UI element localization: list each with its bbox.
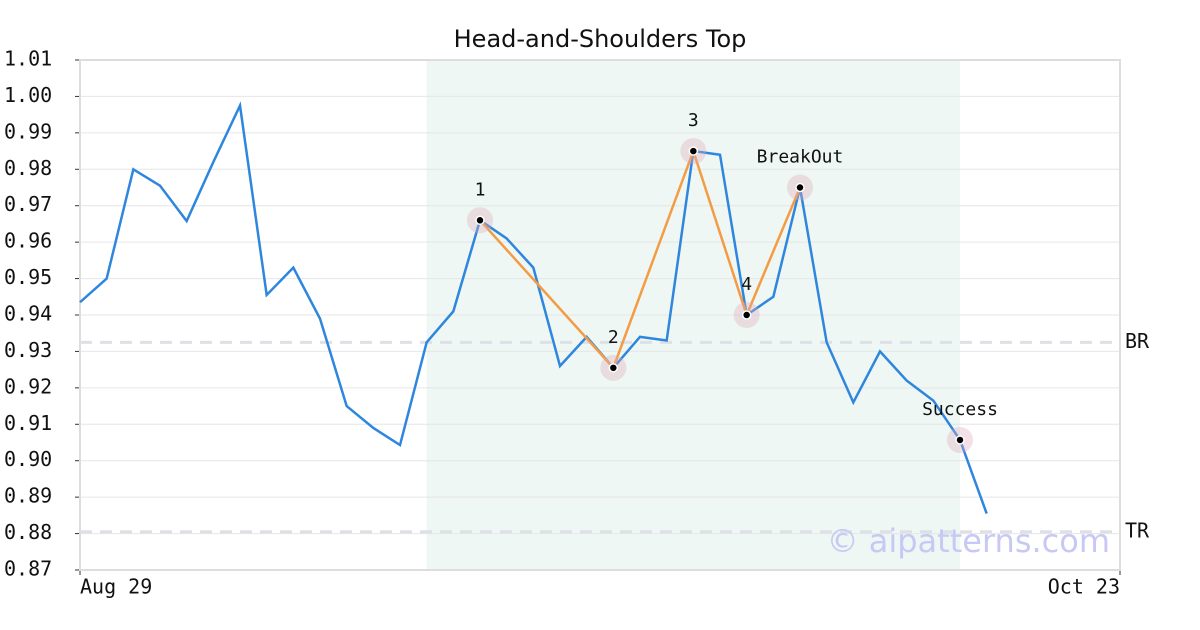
marker-dot [608, 363, 619, 373]
marker-label: 3 [688, 110, 699, 131]
chart-title: Head-and-Shoulders Top [454, 25, 747, 53]
marker-label: 1 [475, 179, 486, 200]
y-tick-label: 0.88 [4, 520, 52, 544]
marker-dot [475, 215, 485, 226]
y-tick-label: 0.87 [4, 557, 52, 581]
marker-dot [688, 146, 699, 156]
y-tick-label: 0.90 [4, 447, 52, 471]
marker-dot [741, 310, 752, 320]
plot-frame [79, 59, 1121, 571]
y-tick-label: 0.97 [4, 192, 52, 216]
marker-label: Success [922, 399, 998, 420]
marker-dot [795, 182, 805, 193]
y-tick-label: 0.95 [4, 265, 52, 289]
y-tick-label: 1.01 [4, 47, 52, 71]
price-line [79, 101, 988, 514]
y-tick-label: 0.98 [4, 156, 52, 180]
y-tick-label: 0.99 [4, 119, 52, 143]
y-tick-label: 0.94 [4, 302, 52, 326]
y-tick-label: 0.96 [4, 229, 52, 253]
watermark: © aipatterns.com [827, 522, 1110, 560]
x-tick-label: Oct 23 [1048, 575, 1120, 599]
level-label: TR [1125, 518, 1150, 542]
y-tick-label: 0.89 [4, 484, 52, 508]
y-tick-label: 1.00 [4, 83, 52, 107]
y-tick-label: 0.91 [4, 411, 52, 435]
marker-dot [955, 435, 965, 445]
level-label: BR [1125, 329, 1150, 353]
y-tick-label: 0.92 [4, 374, 52, 398]
x-tick-label: Aug 29 [80, 575, 152, 599]
marker-label: BreakOut [757, 147, 844, 168]
marker-label: 4 [741, 274, 752, 295]
marker-label: 2 [608, 327, 619, 348]
y-tick-label: 0.93 [4, 338, 52, 362]
